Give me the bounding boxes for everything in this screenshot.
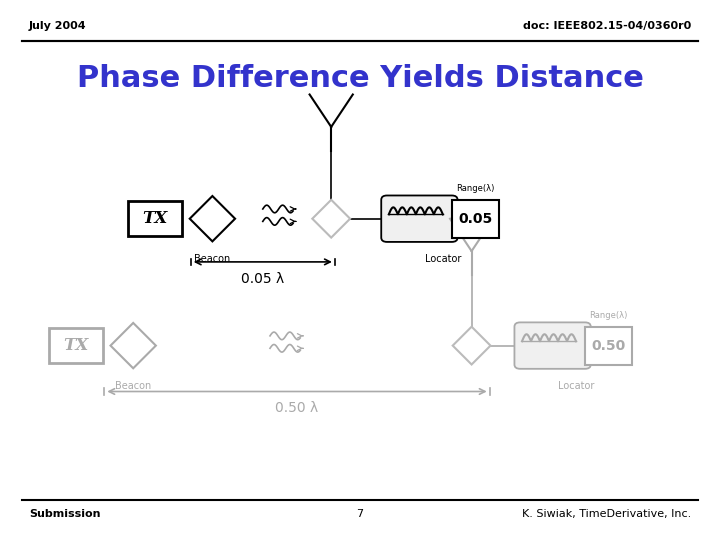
- Text: 0.50: 0.50: [591, 339, 626, 353]
- Polygon shape: [453, 327, 490, 364]
- Text: July 2004: July 2004: [29, 21, 86, 31]
- Text: Range(λ): Range(λ): [589, 311, 628, 320]
- Text: TX: TX: [142, 210, 168, 227]
- FancyBboxPatch shape: [382, 195, 458, 242]
- Text: doc: IEEE802.15-04/0360r0: doc: IEEE802.15-04/0360r0: [523, 21, 691, 31]
- Text: Locator: Locator: [425, 254, 461, 264]
- Polygon shape: [312, 200, 350, 238]
- Polygon shape: [189, 196, 235, 241]
- Text: K. Siwiak, TimeDerivative, Inc.: K. Siwiak, TimeDerivative, Inc.: [522, 509, 691, 519]
- Text: Submission: Submission: [29, 509, 100, 519]
- Text: 7: 7: [356, 509, 364, 519]
- FancyBboxPatch shape: [515, 322, 590, 369]
- Bar: [49, 328, 103, 363]
- Text: Locator: Locator: [558, 381, 594, 391]
- Text: 0.05 λ: 0.05 λ: [241, 272, 284, 286]
- Text: Phase Difference Yields Distance: Phase Difference Yields Distance: [76, 64, 644, 93]
- Text: TX: TX: [63, 337, 89, 354]
- Polygon shape: [111, 323, 156, 368]
- Text: Beacon: Beacon: [194, 254, 230, 264]
- Bar: [128, 201, 181, 237]
- Text: 0.05: 0.05: [458, 212, 492, 226]
- Bar: [452, 200, 498, 238]
- Text: Range(λ): Range(λ): [456, 184, 495, 193]
- Text: Beacon: Beacon: [115, 381, 151, 391]
- Bar: [585, 327, 632, 364]
- Text: 0.50 λ: 0.50 λ: [275, 401, 319, 415]
